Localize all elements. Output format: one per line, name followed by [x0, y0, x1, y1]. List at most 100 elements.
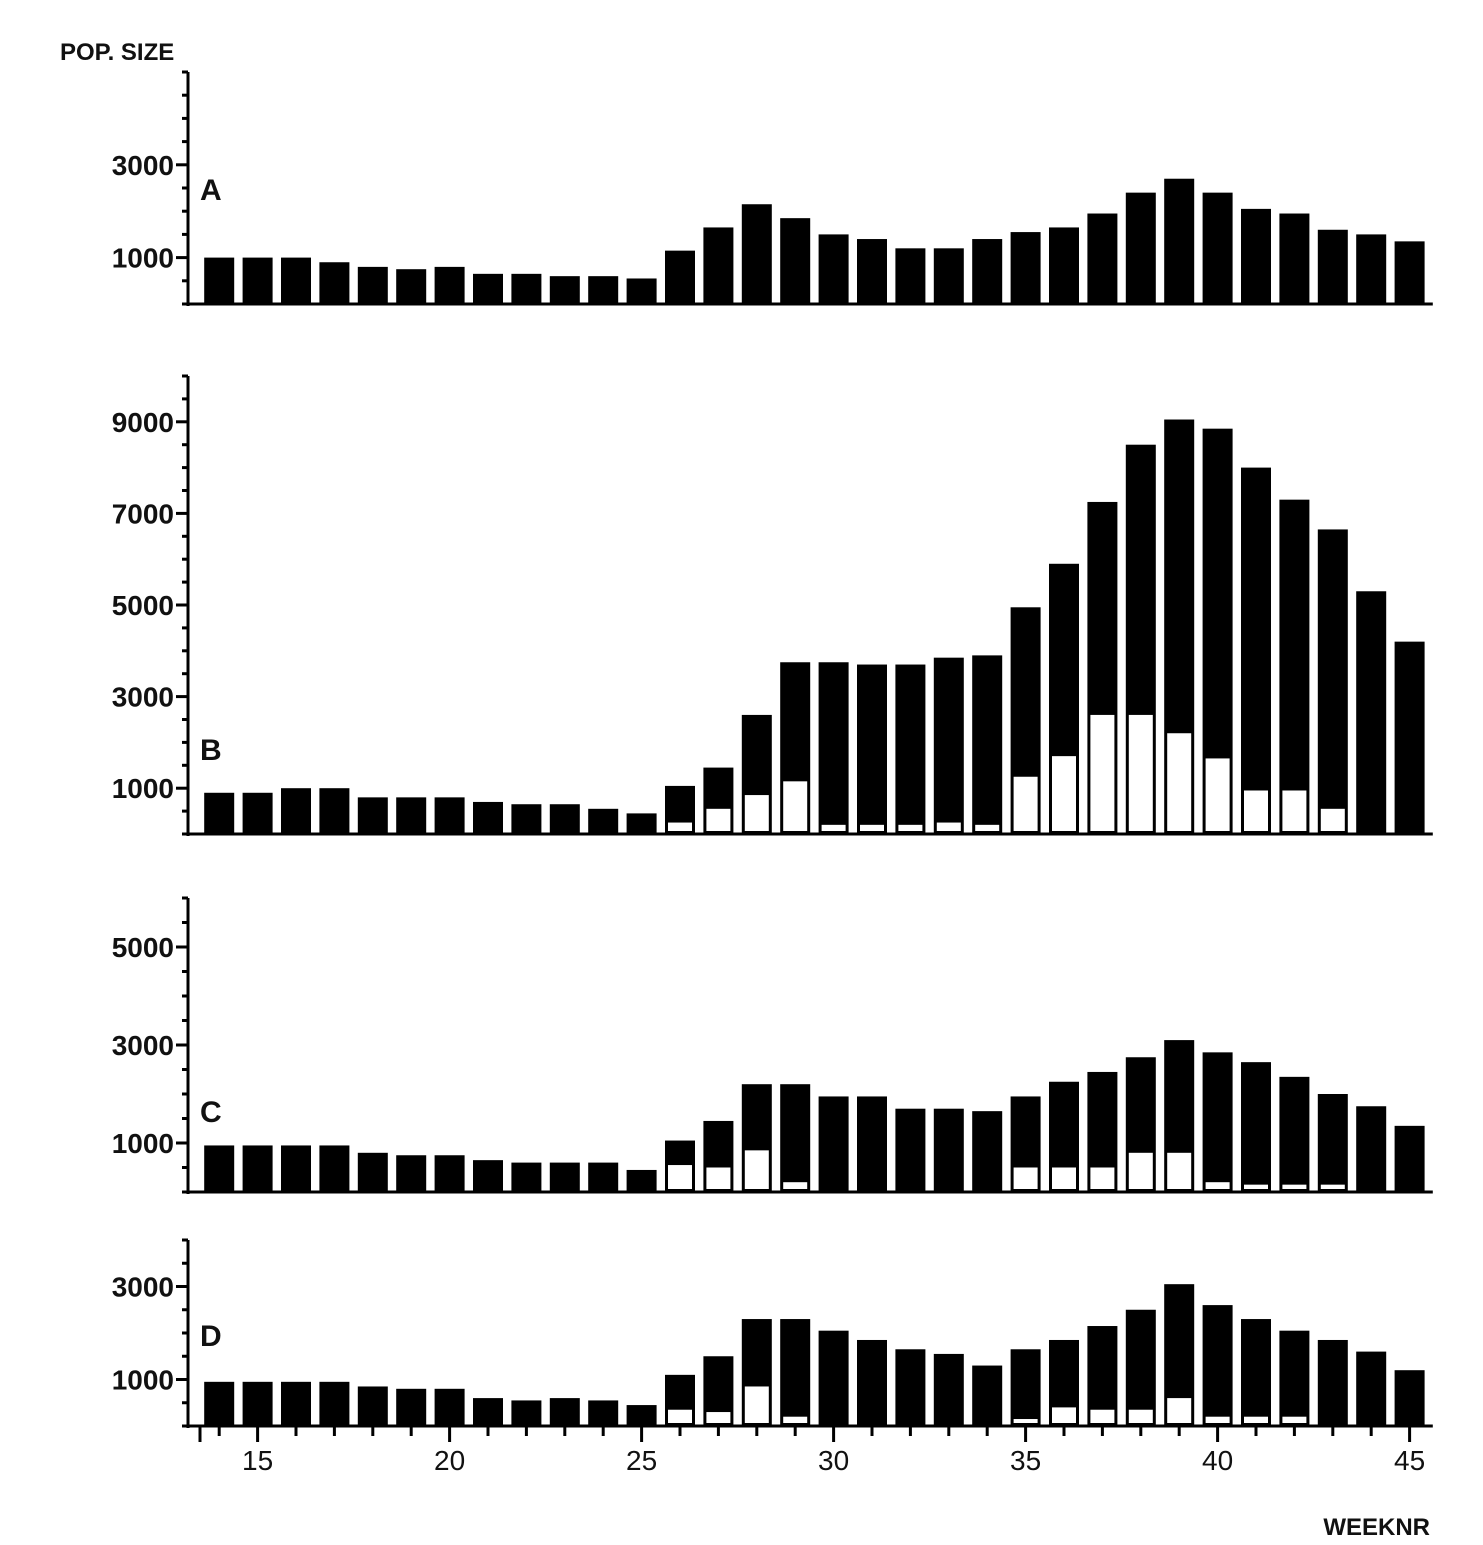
bar-week-28	[741, 204, 772, 304]
bar-week-32	[895, 248, 926, 304]
bar-week-14	[204, 1381, 235, 1426]
bar-week-25	[626, 278, 657, 304]
bar-week-24	[588, 808, 619, 834]
bar-week-35	[1010, 1349, 1041, 1426]
panels: 1000 3000 A 1000 3000 5000 7000 9000 B 1000 3000 50…	[112, 70, 1433, 1476]
bar-week-17	[319, 1145, 350, 1192]
bar-week-18	[357, 797, 388, 834]
inner-bar-week-37	[1090, 1167, 1115, 1189]
bar-week-40	[1202, 192, 1233, 304]
bar-week-22	[511, 273, 542, 304]
inner-bar-week-37	[1090, 714, 1115, 831]
bar-week-14	[204, 1145, 235, 1192]
inner-bar-week-36	[1052, 756, 1076, 831]
x-tick-label: 45	[1394, 1445, 1425, 1476]
bar-week-43	[1317, 529, 1348, 834]
y-tick-label: 7000	[112, 498, 174, 529]
inner-bar-week-35	[1013, 776, 1038, 831]
inner-bar-week-40	[1205, 758, 1230, 831]
bar-week-21	[473, 1160, 503, 1192]
inner-bar-week-35	[1013, 1419, 1038, 1423]
panel-letter: C	[200, 1096, 222, 1129]
bar-week-45	[1394, 1125, 1425, 1192]
inner-bar-week-26	[668, 1165, 692, 1189]
y-tick-label: 3000	[112, 1272, 174, 1303]
inner-bar-week-40	[1205, 1182, 1230, 1189]
bar-week-33	[933, 657, 964, 834]
bar-week-30	[818, 1330, 849, 1426]
inner-bar-week-28	[744, 795, 769, 831]
inner-bar-week-39	[1167, 733, 1192, 831]
bar-week-45	[1394, 641, 1425, 834]
bar-week-17	[319, 788, 350, 834]
bar-week-33	[933, 1353, 964, 1426]
bar-week-44	[1356, 234, 1387, 304]
y-tick-label: 1000	[112, 1128, 174, 1159]
bar-week-23	[549, 1162, 580, 1192]
y-tick-label: 5000	[112, 590, 174, 621]
bar-week-22	[511, 804, 542, 834]
inner-bar-week-28	[744, 1150, 769, 1189]
inner-bar-week-26	[668, 822, 692, 831]
y-tick-label: 1000	[112, 243, 174, 274]
inner-bar-week-37	[1090, 1409, 1115, 1423]
bar-week-18	[357, 1152, 388, 1192]
bar-week-29	[780, 218, 811, 304]
bar-week-24	[588, 276, 619, 304]
bar-week-32	[895, 1108, 926, 1192]
inner-bar-week-29	[783, 1416, 808, 1423]
bar-week-15	[242, 792, 273, 834]
x-tick-label: 30	[818, 1445, 849, 1476]
inner-bar-week-39	[1167, 1152, 1192, 1189]
bar-week-27	[703, 227, 734, 304]
bar-week-39	[1164, 178, 1195, 304]
bar-week-29	[780, 1084, 811, 1192]
bar-week-41	[1241, 467, 1271, 834]
inner-bar-week-27	[706, 808, 731, 831]
bar-week-34	[972, 1365, 1003, 1426]
inner-bar-week-43	[1320, 808, 1345, 831]
panel-d: 1000 3000 D 15 20 25 30 35 40 45	[112, 1238, 1433, 1476]
inner-bar-week-39	[1167, 1398, 1192, 1423]
bar-week-37	[1087, 213, 1118, 304]
bar-week-35	[1010, 232, 1041, 304]
bar-week-19	[396, 797, 427, 834]
y-tick-label: 9000	[112, 407, 174, 438]
y-tick-label: 3000	[112, 682, 174, 713]
bar-week-23	[549, 276, 580, 304]
inner-bar-week-38	[1128, 1409, 1153, 1423]
panel-letter: A	[200, 174, 222, 207]
bar-week-44	[1356, 1106, 1387, 1192]
bar-week-41	[1241, 1319, 1271, 1426]
y-tick-label: 1000	[112, 1365, 174, 1396]
y-tick-label: 5000	[112, 932, 174, 963]
bar-week-29	[780, 1319, 811, 1426]
bar-week-31	[857, 1096, 887, 1192]
bar-week-31	[857, 1339, 887, 1426]
inner-bar-week-42	[1282, 1416, 1307, 1423]
inner-bar-week-29	[783, 1182, 808, 1189]
x-tick-label: 25	[626, 1445, 657, 1476]
bar-week-19	[396, 1155, 427, 1192]
bar-week-25	[626, 1169, 657, 1192]
inner-bar-week-42	[1282, 790, 1307, 831]
inner-bar-week-29	[783, 781, 808, 831]
bar-week-45	[1394, 241, 1425, 304]
bar-week-42	[1279, 1330, 1310, 1426]
bar-week-41	[1241, 1062, 1271, 1192]
inner-bar-week-41	[1244, 790, 1268, 831]
bar-week-30	[818, 1096, 849, 1192]
inner-bar-week-27	[706, 1412, 731, 1423]
x-axis-title: WEEKNR	[1323, 1514, 1430, 1541]
bar-week-37	[1087, 1326, 1118, 1426]
bar-week-21	[473, 801, 503, 834]
bar-week-25	[626, 1405, 657, 1426]
x-tick-label: 40	[1202, 1445, 1233, 1476]
bar-week-42	[1279, 499, 1310, 834]
bar-week-41	[1241, 208, 1271, 304]
y-tick-label: 3000	[112, 150, 174, 181]
inner-bar-week-43	[1320, 1184, 1345, 1189]
bar-week-21	[473, 273, 503, 304]
bar-week-40	[1202, 1052, 1233, 1192]
